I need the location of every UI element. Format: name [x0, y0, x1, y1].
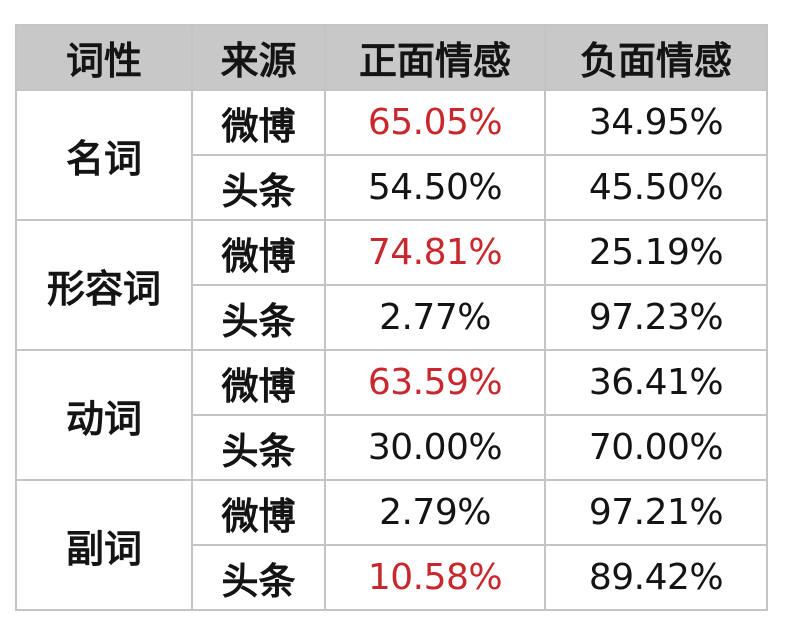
header-row: 词性 来源 正面情感 负面情感	[15, 24, 768, 91]
negative-cell: 34.95%	[544, 89, 768, 156]
table-row: 名词 微博 65.05% 34.95%	[15, 89, 768, 221]
table-row: 形容词 微博 74.81% 25.19%	[15, 219, 768, 351]
positive-cell: 63.59%	[324, 349, 546, 416]
source-cell: 头条	[191, 154, 326, 221]
negative-cell: 89.42%	[544, 544, 768, 611]
positive-cell: 30.00%	[324, 414, 546, 481]
positive-cell: 74.81%	[324, 219, 546, 286]
positive-cell: 65.05%	[324, 89, 546, 156]
negative-cell: 36.41%	[544, 349, 768, 416]
header-pos: 词性	[15, 24, 193, 91]
positive-cell: 2.79%	[324, 479, 546, 546]
source-cell: 头条	[191, 414, 326, 481]
positive-cell: 2.77%	[324, 284, 546, 351]
table-row: 头条 2.77% 97.23%	[16, 284, 768, 351]
negative-cell: 45.50%	[544, 154, 768, 221]
source-cell: 头条	[191, 544, 326, 611]
pos-cell-verb: 动词	[15, 349, 193, 481]
table-row: 头条 30.00% 70.00%	[16, 414, 768, 481]
negative-cell: 97.21%	[544, 479, 768, 546]
header-source: 来源	[191, 24, 326, 91]
positive-cell: 54.50%	[324, 154, 546, 221]
source-cell: 头条	[191, 284, 326, 351]
sentiment-table: 词性 来源 正面情感 负面情感 名词 微博 65.05% 34.95% 头条 5…	[15, 24, 768, 611]
table-row: 动词 微博 63.59% 36.41%	[15, 349, 768, 481]
negative-cell: 70.00%	[544, 414, 768, 481]
pos-cell-adverb: 副词	[15, 479, 193, 611]
source-cell: 微博	[191, 349, 326, 416]
table-row: 头条 10.58% 89.42%	[16, 544, 768, 611]
header-negative: 负面情感	[544, 24, 768, 91]
negative-cell: 97.23%	[544, 284, 768, 351]
header-positive: 正面情感	[324, 24, 546, 91]
pos-cell-adjective: 形容词	[15, 219, 193, 351]
pos-cell-noun: 名词	[15, 89, 193, 221]
table-row: 头条 54.50% 45.50%	[16, 154, 768, 221]
source-cell: 微博	[191, 479, 326, 546]
positive-cell: 10.58%	[324, 544, 546, 611]
source-cell: 微博	[191, 89, 326, 156]
negative-cell: 25.19%	[544, 219, 768, 286]
source-cell: 微博	[191, 219, 326, 286]
table-row: 副词 微博 2.79% 97.21%	[15, 479, 768, 611]
table-body: 名词 微博 65.05% 34.95% 头条 54.50% 45.50% 形容词…	[15, 89, 768, 611]
